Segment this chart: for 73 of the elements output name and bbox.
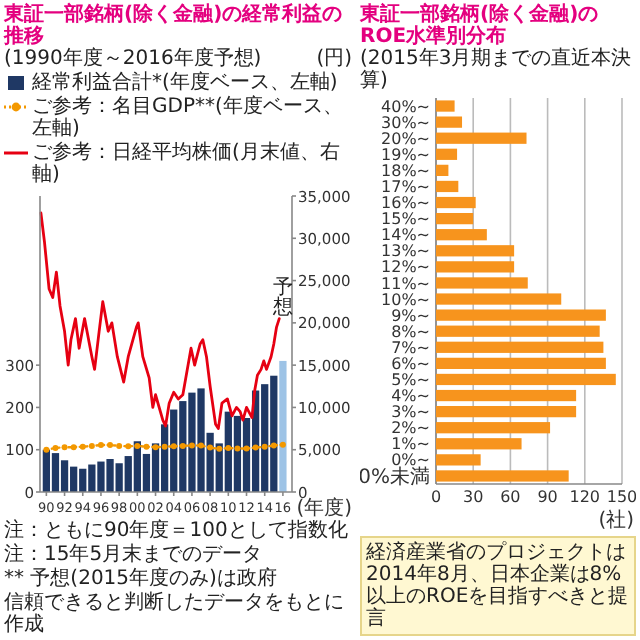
- bar: [436, 100, 455, 112]
- bar: [436, 406, 577, 418]
- x-axis-title: (社): [598, 508, 635, 532]
- y-tick-label: 15%~: [381, 210, 430, 229]
- y-tick-label: 5%~: [391, 371, 430, 390]
- chart-title: 東証一部銘柄(除く金融)のROE水準別分布: [360, 4, 599, 48]
- x-tick-label: 0: [430, 488, 442, 506]
- bar: [436, 229, 487, 241]
- bar: [436, 180, 459, 193]
- bar: [436, 309, 606, 321]
- bar: [436, 438, 522, 450]
- bar: [436, 357, 606, 369]
- y-tick-label: 12%~: [381, 258, 430, 277]
- y-tick-label: 4%~: [391, 387, 430, 406]
- x-tick-label: 60: [500, 488, 521, 506]
- y-tick-label: 16%~: [381, 194, 430, 213]
- y-tick-label: 14%~: [381, 226, 430, 245]
- y-tick-label: 8%~: [391, 322, 430, 341]
- x-tick-label: 30: [463, 488, 484, 506]
- y-tick-label: 10%~: [381, 290, 430, 309]
- y-tick-label: 1%~: [391, 435, 430, 454]
- text: 注：ともに90年度＝100として指数化: [4, 520, 350, 542]
- text: 信頼できると判断したデータをもとに作成: [4, 592, 346, 636]
- bar: [436, 470, 569, 482]
- bar: [436, 341, 604, 353]
- y-tick-label: 40%~: [381, 97, 430, 116]
- chart-subtitle: (2015年3月期までの直近本決算): [360, 48, 634, 92]
- bar: [436, 261, 515, 273]
- bar: [51, 453, 60, 492]
- bar: [60, 460, 69, 492]
- y-tick-label: 11%~: [381, 274, 430, 293]
- legend-label: ご参考：日経平均株価(月末値、右軸): [32, 142, 342, 186]
- chart-title: 東証一部銘柄(除く金融)の経常利益の推移: [4, 4, 345, 48]
- bar: [436, 454, 481, 466]
- y-tick-label: 6%~: [391, 354, 430, 373]
- annotation: 予想: [270, 276, 293, 319]
- bar: [436, 196, 476, 209]
- y-tick-label: 13%~: [381, 242, 430, 261]
- text: ** 予想(2015年度のみ)は政府: [4, 568, 279, 590]
- bar: [436, 325, 600, 337]
- bar: [436, 116, 463, 128]
- bar: [436, 277, 528, 289]
- text: 経済産業省のプロジェクトは2014年8月、日本企業は8%以上のROEを目指すべきと提言: [360, 536, 636, 636]
- y-tick-label: 30%~: [381, 113, 430, 132]
- y-tick-label: 18%~: [381, 161, 430, 180]
- bar: [279, 360, 287, 492]
- bar: [436, 213, 474, 225]
- bar: [436, 422, 551, 434]
- y-tick-label: 19%~: [381, 145, 430, 164]
- bar: [436, 389, 577, 402]
- text: 注：15年5月末までのデータ: [4, 544, 265, 566]
- x-tick-label: 150: [606, 488, 638, 506]
- y2-axis-title: (円): [316, 48, 352, 70]
- bar: [436, 293, 562, 305]
- y-tick-label: 0%未満: [358, 464, 430, 489]
- bar: [436, 164, 449, 176]
- legend-label: ご参考：名目GDP**(年度ベース、左軸): [32, 96, 345, 140]
- bar: [436, 132, 527, 144]
- x-tick-label: 90: [537, 488, 558, 506]
- y-tick-label: 7%~: [391, 338, 430, 357]
- y-tick-label: 2%~: [391, 419, 430, 438]
- x-axis-title: (年度): [296, 496, 353, 520]
- bar: [436, 373, 616, 386]
- y-tick-label: 20%~: [381, 129, 430, 148]
- bar: [436, 148, 458, 160]
- bar: [436, 245, 515, 257]
- y-tick-label: 3%~: [391, 403, 430, 422]
- legend-label: 経常利益合計*(年度ベース、左軸): [32, 72, 338, 94]
- bar: [233, 415, 242, 492]
- y-tick-label: 9%~: [391, 306, 430, 325]
- chart-subtitle: (1990年度～2016年度予想): [4, 48, 262, 70]
- y-tick-label: 17%~: [381, 178, 430, 197]
- x-tick-label: 120: [569, 488, 601, 506]
